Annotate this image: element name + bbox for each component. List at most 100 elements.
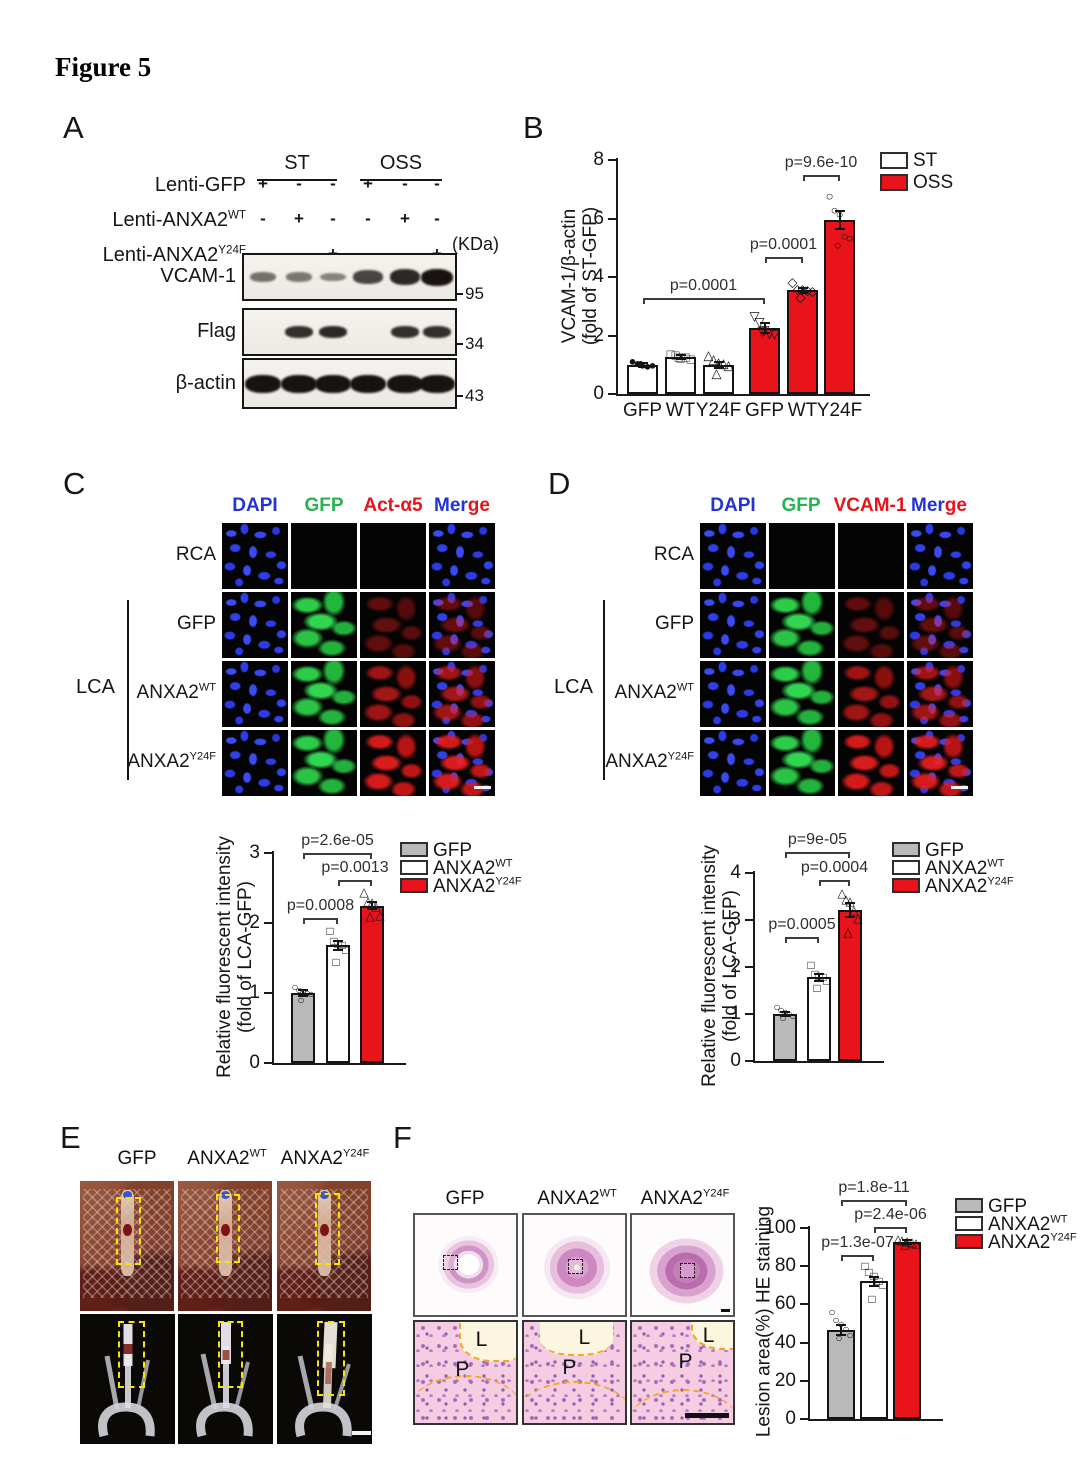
panel-e-label: E bbox=[60, 1120, 81, 1155]
protein-band bbox=[390, 326, 420, 338]
bar-OSS-4 bbox=[787, 290, 818, 394]
column-header-dapi: DAPI bbox=[710, 495, 756, 516]
y-tick-mark bbox=[608, 334, 616, 337]
data-point: □ bbox=[861, 1259, 869, 1274]
legend-label-1: ANXA2WT bbox=[988, 1213, 1068, 1235]
data-point: ○ bbox=[777, 1003, 785, 1018]
error-bar bbox=[906, 1240, 908, 1245]
error-bar bbox=[849, 902, 851, 917]
blot-label: VCAM-1 bbox=[160, 265, 236, 287]
column-header-dapi: DAPI bbox=[232, 495, 278, 516]
y-tick-label: 0 bbox=[730, 1050, 741, 1071]
data-point: □ bbox=[813, 981, 821, 996]
data-point: △ bbox=[893, 1232, 903, 1247]
if-image-gfp bbox=[291, 661, 357, 727]
y-tick-mark bbox=[800, 1418, 808, 1420]
significance-bracket bbox=[303, 853, 372, 859]
data-point: □ bbox=[870, 1268, 878, 1283]
lane-plus-minus: - bbox=[434, 209, 440, 228]
if-image-merge-strong bbox=[429, 730, 495, 796]
error-bar-cap bbox=[902, 1239, 912, 1242]
if-image-red-med bbox=[838, 661, 904, 727]
fluorescence-layer bbox=[291, 592, 357, 658]
data-point: ▽ bbox=[764, 325, 775, 341]
if-image-red-strong bbox=[360, 730, 426, 796]
y-tick-mark bbox=[264, 992, 272, 994]
scale-bar bbox=[951, 786, 968, 789]
pvalue-text: p=9e-05 bbox=[787, 831, 848, 848]
fluorescence-layer bbox=[429, 592, 495, 658]
data-point: ▽ bbox=[754, 314, 765, 330]
fluorescence-layer bbox=[429, 730, 495, 796]
legend-label-2: ANXA2Y24F bbox=[988, 1231, 1077, 1253]
row-label-rca: RCA bbox=[653, 544, 694, 565]
if-image-dapi bbox=[700, 523, 766, 589]
y-tick-label: 80 bbox=[774, 1255, 796, 1277]
bar-GFP-0 bbox=[827, 1330, 855, 1419]
fluorescence-layer bbox=[838, 730, 904, 796]
fluorescence-layer bbox=[222, 523, 288, 589]
error-bar-cap bbox=[797, 291, 808, 294]
data-point: □ bbox=[674, 349, 683, 365]
protein-band bbox=[353, 270, 383, 284]
legend-label-0: GFP bbox=[433, 840, 473, 861]
row-label-anxa2-y24f: ANXA2Y24F bbox=[127, 750, 216, 772]
y-tick-label: 60 bbox=[774, 1293, 796, 1315]
fluorescence-layer bbox=[222, 592, 288, 658]
row-label-anxa2-wt: ANXA2WT bbox=[136, 681, 216, 703]
data-point: ○ bbox=[837, 1316, 845, 1331]
data-point: □ bbox=[875, 1274, 883, 1289]
data-point: ○ bbox=[295, 982, 303, 997]
error-bar-cap bbox=[637, 365, 648, 368]
error-bar-cap bbox=[845, 915, 855, 918]
data-point: △ bbox=[911, 1236, 921, 1251]
if-image-red-weak bbox=[838, 592, 904, 658]
legend-swatch-1 bbox=[400, 860, 428, 875]
data-point: □ bbox=[681, 349, 690, 365]
if-image-gfp bbox=[291, 592, 357, 658]
kda-tick bbox=[457, 293, 463, 295]
legend-label-2: ANXA2Y24F bbox=[433, 875, 522, 897]
data-point: □ bbox=[326, 924, 334, 939]
legend-swatch-0 bbox=[955, 1198, 983, 1213]
protein-band bbox=[284, 326, 314, 338]
fluorescence-layer bbox=[360, 661, 426, 727]
if-image-gfp bbox=[769, 661, 835, 727]
error-bar-cap bbox=[814, 972, 824, 975]
error-bar-cap bbox=[713, 366, 724, 369]
data-point: △ bbox=[703, 347, 714, 362]
legend-label-1: ANXA2WT bbox=[925, 857, 1005, 879]
significance-bracket bbox=[338, 880, 372, 886]
y-tick-label: 3 bbox=[249, 842, 260, 863]
legend-swatch-0 bbox=[880, 152, 908, 169]
pvalue-text: p=9.6e-10 bbox=[784, 154, 858, 171]
error-bar bbox=[873, 1276, 875, 1287]
ligation-site bbox=[123, 1223, 132, 1236]
lumen-region bbox=[540, 1322, 613, 1357]
error-bar-cap bbox=[834, 210, 845, 213]
if-image-dapi bbox=[700, 730, 766, 796]
error-bar bbox=[763, 322, 766, 334]
he-zoom-gfp: L P bbox=[413, 1320, 518, 1425]
data-point: ● bbox=[636, 355, 645, 371]
error-bar-cap bbox=[333, 948, 343, 951]
significance-bracket bbox=[841, 1255, 874, 1261]
photo-dissected-anxa2-y24f bbox=[277, 1314, 372, 1444]
y-tick-label: 40 bbox=[774, 1331, 796, 1353]
data-point: □ bbox=[676, 350, 685, 366]
legend-label-0: GFP bbox=[925, 840, 965, 861]
data-point: ▽ bbox=[769, 326, 780, 342]
data-point: ● bbox=[638, 357, 647, 373]
y-tick-mark bbox=[264, 1062, 272, 1064]
error-bar-cap bbox=[675, 358, 686, 361]
if-image-merge-dapi bbox=[907, 523, 973, 589]
y-tick-mark bbox=[264, 852, 272, 854]
lane-plus-minus: - bbox=[365, 209, 371, 228]
lca-bracket-label: LCA bbox=[554, 676, 593, 698]
error-bar-cap bbox=[797, 286, 808, 289]
legend-label-0: ST bbox=[913, 150, 938, 171]
y-tick-mark bbox=[608, 159, 616, 161]
inset-box bbox=[568, 1259, 583, 1274]
significance-bracket bbox=[874, 1227, 907, 1233]
ligation-site bbox=[320, 1223, 329, 1236]
